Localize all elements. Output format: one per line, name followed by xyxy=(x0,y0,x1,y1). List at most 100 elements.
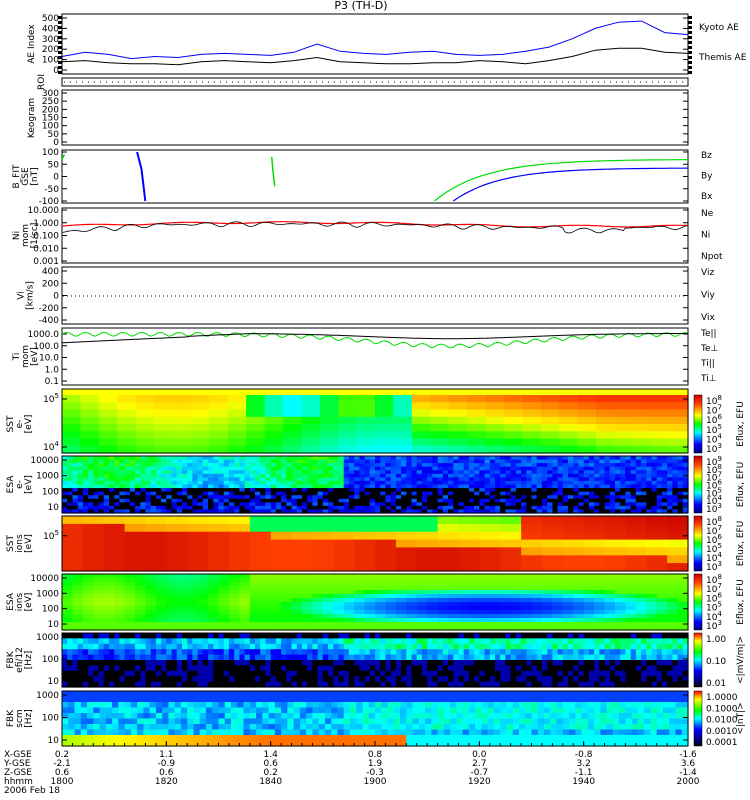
fbk_e-cell xyxy=(182,633,188,639)
esa_e-cell xyxy=(625,491,632,496)
esa_e-cell xyxy=(656,502,663,507)
esa_i-cell xyxy=(322,622,334,627)
esa_e-cell xyxy=(176,477,183,482)
fbk_e-cell xyxy=(140,660,147,666)
esa_i-cell xyxy=(281,626,293,631)
esa_e-cell xyxy=(67,477,73,482)
fbk_e-cell xyxy=(67,665,73,672)
fbk_e-cell xyxy=(526,670,533,677)
esa_e-cell xyxy=(140,456,147,461)
fbk_e-cell xyxy=(573,681,579,688)
fbk_e-cell xyxy=(291,665,298,672)
fbk_e-cell xyxy=(557,633,564,639)
vi-ytick-label: 400 xyxy=(42,267,59,277)
fbk_b-cell xyxy=(487,702,495,709)
esa_i-cell xyxy=(531,614,543,619)
esa_e-cell xyxy=(333,473,340,478)
fbk_e-cell xyxy=(354,681,360,688)
esa_e-cell xyxy=(150,509,157,514)
sst_i-cell xyxy=(62,531,84,541)
fbk_e-cell xyxy=(208,665,214,672)
esa_e-cell xyxy=(526,502,533,507)
esa_e-cell xyxy=(646,502,653,507)
esa_e-cell xyxy=(437,477,444,482)
ae-left-tick xyxy=(58,66,62,69)
esa_e-cell xyxy=(72,459,79,464)
esa_e-cell xyxy=(348,491,355,496)
esa_i-cell xyxy=(197,594,209,599)
fbk_e-cell xyxy=(500,676,506,683)
esa_i-cell xyxy=(228,594,240,599)
esa_i-cell xyxy=(489,598,501,603)
fbk_e-cell xyxy=(98,654,105,661)
fbk_e-cell xyxy=(343,681,350,688)
esa_e-cell xyxy=(588,470,595,475)
esa_e-cell xyxy=(109,473,115,478)
fbk_e-cell xyxy=(192,633,199,639)
esa_e-cell xyxy=(453,477,460,482)
fbk_b-cell xyxy=(99,691,107,698)
esa_i-cell xyxy=(343,610,355,615)
fbk_e-cell xyxy=(223,649,230,656)
esa_e-cell xyxy=(155,505,162,511)
esa_e-cell xyxy=(343,473,350,478)
sst_e-cell xyxy=(503,395,523,403)
esa_e-cell xyxy=(406,484,413,489)
esa_e-cell xyxy=(500,505,506,511)
fbk_e-cell xyxy=(463,638,470,645)
esa_e-cell xyxy=(161,498,167,503)
fbk_e-cell xyxy=(67,638,73,645)
fbk_b-cell xyxy=(456,691,464,698)
esa_e-cell xyxy=(348,470,355,475)
esa_e-cell xyxy=(124,473,131,478)
fbk_e-cell xyxy=(265,681,272,688)
fbk_e-cell xyxy=(265,638,272,645)
sst_e-cell xyxy=(154,395,174,403)
esa_e-cell xyxy=(395,488,402,493)
esa_e-cell xyxy=(380,477,386,482)
fbk_e-cell xyxy=(385,649,392,656)
sst_e-cell xyxy=(540,424,560,432)
fbk_e-cell xyxy=(67,649,73,656)
esa_e-cell xyxy=(208,498,214,503)
fbk_e-cell xyxy=(218,638,225,645)
sst_e-cell xyxy=(264,424,284,432)
fbk_e-cell xyxy=(416,681,423,688)
fbk_e-cell xyxy=(594,681,600,688)
esa_e-cell xyxy=(223,505,230,511)
fbk_e-ytick-label: 10 xyxy=(48,677,60,687)
esa_i-cell xyxy=(573,578,585,583)
esa_e-cell xyxy=(338,488,345,493)
sst_e-cell xyxy=(448,438,468,447)
sst-i-spectrogram xyxy=(62,516,689,572)
fbk_e-cell xyxy=(275,681,282,688)
sst_e-cell xyxy=(62,431,81,440)
fbk_e-cell xyxy=(98,660,105,666)
sst_i-cell xyxy=(541,531,564,541)
esa_e-cell xyxy=(166,509,173,514)
sst_e-cell xyxy=(282,409,302,418)
fbk_e-cell xyxy=(182,676,188,683)
esa_i-cell xyxy=(260,610,272,615)
esa_e-cell xyxy=(286,477,293,482)
fbk_e-cell xyxy=(401,660,407,666)
esa_e-cell xyxy=(109,502,115,507)
fbk_b-cell xyxy=(318,691,326,698)
esa_i-cell xyxy=(594,590,606,595)
esa_i-cell xyxy=(228,586,240,591)
esa_e-cell xyxy=(667,498,673,503)
fbk_e-cell xyxy=(615,638,621,645)
fbk_b-cell xyxy=(74,702,82,709)
esa_e-cell xyxy=(62,484,68,489)
esa_e-cell xyxy=(677,456,684,461)
sst_e-cell xyxy=(282,402,302,411)
esa_e-cell xyxy=(421,473,428,478)
esa_e-cell xyxy=(239,456,246,461)
esa_i-cell xyxy=(197,590,209,595)
esa_e-cell xyxy=(500,470,506,475)
esa_e-cell xyxy=(505,491,512,496)
esa_e-cell xyxy=(479,505,486,511)
esa_e-cell xyxy=(129,470,136,475)
esa_e-cell xyxy=(312,480,319,486)
fbk_e-cell xyxy=(562,660,569,666)
